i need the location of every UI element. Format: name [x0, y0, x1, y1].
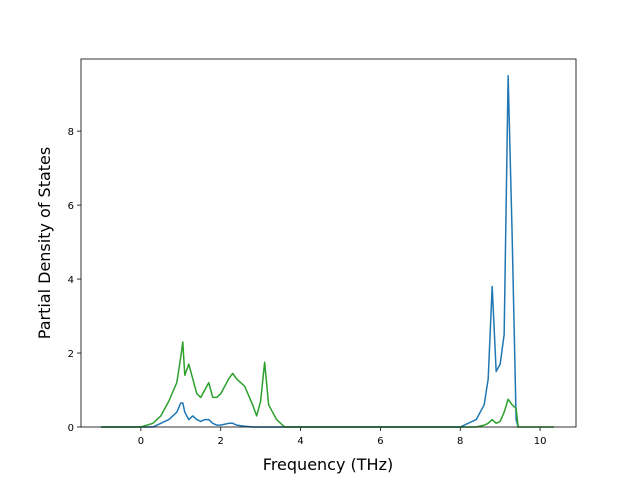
x-tick-label: 10 — [534, 436, 547, 447]
x-tick-label: 0 — [138, 436, 144, 447]
x-tick-label: 4 — [297, 436, 303, 447]
x-tick-label: 8 — [457, 436, 463, 447]
y-tick-label: 0 — [68, 423, 74, 434]
x-tick-label: 2 — [218, 436, 224, 447]
plot-frame — [80, 58, 577, 428]
x-tick-label: 6 — [377, 436, 383, 447]
y-tick-label: 8 — [68, 127, 74, 138]
y-tick-label: 2 — [68, 349, 74, 360]
y-tick-label: 4 — [68, 275, 74, 286]
x-axis-label: Frequency (THz) — [263, 455, 393, 474]
y-tick-label: 6 — [68, 201, 74, 212]
data-line — [100, 341, 555, 428]
data-line — [100, 74, 519, 428]
y-axis-label: Partial Density of States — [35, 147, 54, 339]
